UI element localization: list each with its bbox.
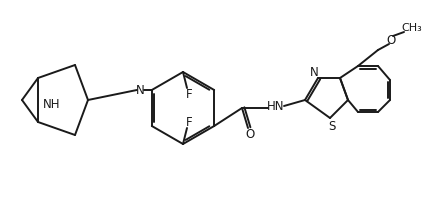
Text: CH₃: CH₃ [402, 23, 422, 33]
Text: O: O [246, 129, 255, 141]
Text: N: N [310, 67, 319, 79]
Text: F: F [186, 116, 192, 129]
Text: HN: HN [267, 100, 285, 113]
Text: N: N [136, 84, 144, 97]
Text: F: F [186, 87, 192, 100]
Text: O: O [386, 33, 396, 46]
Text: NH: NH [43, 97, 61, 111]
Text: S: S [328, 119, 336, 132]
